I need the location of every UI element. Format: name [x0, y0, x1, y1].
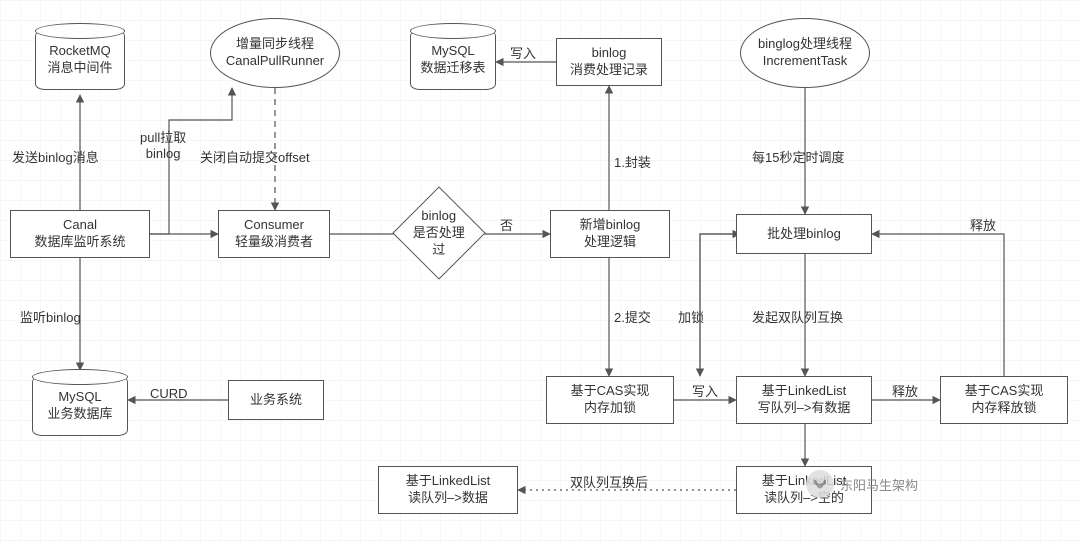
- node-ll_read_data: 基于LinkedList 读队列–>数据: [378, 466, 518, 514]
- node-new_binlog: 新增binlog 处理逻辑: [550, 210, 670, 258]
- edge-label: 关闭自动提交offset: [200, 150, 310, 166]
- edge-label: 发送binlog消息: [12, 150, 99, 166]
- watermark-text: 东阳马生架构: [840, 478, 918, 494]
- edge-label: 释放: [892, 384, 918, 400]
- edge-label: 释放: [970, 218, 996, 234]
- node-cas_lock: 基于CAS实现 内存加锁: [546, 376, 674, 424]
- node-mysql_biz: MySQL 业务数据库: [32, 376, 128, 436]
- edge-label: 2.提交: [614, 310, 651, 326]
- edge: [700, 234, 740, 376]
- edge-layer: [0, 0, 1080, 546]
- edge-label: 加锁: [678, 310, 704, 326]
- node-biz_sys: 业务系统: [228, 380, 324, 420]
- node-consumer: Consumer 轻量级消费者: [218, 210, 330, 258]
- edge: [700, 234, 740, 376]
- watermark-icon: [806, 470, 834, 498]
- edge: [872, 234, 1004, 376]
- edge-label: 每15秒定时调度: [752, 150, 844, 166]
- edge-label: CURD: [150, 386, 188, 402]
- edge-label: 1.封装: [614, 155, 651, 171]
- edge-label: 写入: [692, 384, 718, 400]
- node-decision: binlog 是否处理过: [392, 186, 485, 279]
- node-ll_write: 基于LinkedList 写队列–>有数据: [736, 376, 872, 424]
- edge-label: 发起双队列互换: [752, 310, 843, 326]
- node-thread_pull: 增量同步线程 CanalPullRunner: [210, 18, 340, 88]
- node-thread_inc: binglog处理线程 IncrementTask: [740, 18, 870, 88]
- edge-label: 监听binlog: [20, 310, 81, 326]
- edge-label: 否: [500, 218, 513, 234]
- node-mysql_migrate: MySQL 数据迁移表: [410, 30, 496, 90]
- node-binlog_record: binlog 消费处理记录: [556, 38, 662, 86]
- node-rocketmq: RocketMQ 消息中间件: [35, 30, 125, 90]
- edge-label: 双队列互换后: [570, 475, 648, 491]
- edge-label: 写入: [510, 46, 536, 62]
- node-canal: Canal 数据库监听系统: [10, 210, 150, 258]
- edge-label: pull拉取 binlog: [140, 130, 186, 163]
- node-cas_release: 基于CAS实现 内存释放锁: [940, 376, 1068, 424]
- node-batch: 批处理binlog: [736, 214, 872, 254]
